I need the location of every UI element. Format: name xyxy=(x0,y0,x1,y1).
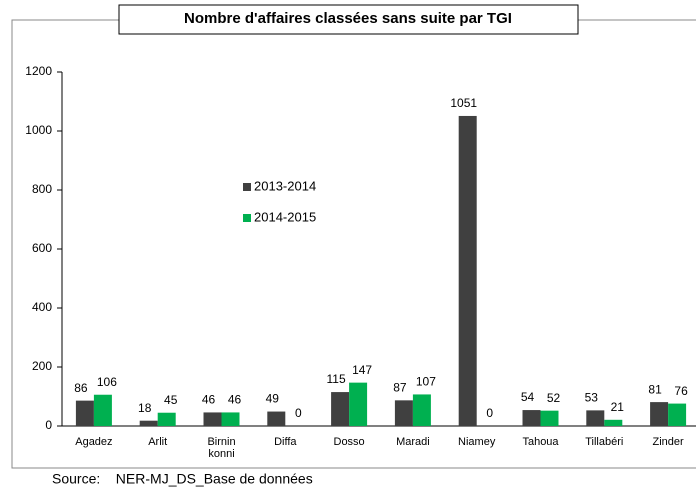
x-tick-label: Tillabéri xyxy=(585,436,624,448)
data-label: 45 xyxy=(164,393,178,407)
data-label: 107 xyxy=(416,375,436,389)
data-label: 21 xyxy=(611,400,625,414)
x-tick-label: Agadez xyxy=(75,436,113,448)
bar xyxy=(157,412,176,426)
legend-label: 2014-2015 xyxy=(254,209,316,224)
bar xyxy=(203,412,222,426)
chart-title: Nombre d'affaires classées sans suite pa… xyxy=(184,10,512,27)
legend-swatch xyxy=(243,183,251,191)
bar xyxy=(540,410,559,426)
y-tick-label: 400 xyxy=(32,300,52,314)
bar xyxy=(458,115,477,426)
x-tick-label: Diffa xyxy=(274,436,297,448)
legend-swatch xyxy=(243,214,251,222)
data-label: 115 xyxy=(327,372,346,386)
bar xyxy=(349,382,368,426)
bar xyxy=(412,394,431,426)
x-tick-label: Dosso xyxy=(333,436,365,448)
bar xyxy=(331,392,350,426)
bar xyxy=(139,420,158,426)
bar xyxy=(522,410,541,426)
x-tick-label: Arlit xyxy=(148,436,168,448)
x-tick-label: Zinder xyxy=(652,436,684,448)
data-label: 49 xyxy=(266,392,280,406)
bar xyxy=(93,394,112,426)
data-label: 86 xyxy=(74,381,88,395)
bar xyxy=(221,412,240,426)
data-label: 106 xyxy=(97,375,117,389)
y-tick-label: 1200 xyxy=(25,64,52,78)
bar xyxy=(650,402,669,426)
x-tick-label: Tahoua xyxy=(522,436,559,448)
data-label: 53 xyxy=(585,391,599,405)
data-label: 0 xyxy=(486,406,493,420)
data-label: 18 xyxy=(138,401,152,415)
bar xyxy=(267,411,286,426)
bar xyxy=(394,400,413,426)
bar xyxy=(586,410,605,426)
data-label: 76 xyxy=(674,384,688,398)
x-tick-label: Niamey xyxy=(458,436,496,448)
data-label: 0 xyxy=(295,406,302,420)
title-box xyxy=(118,4,579,35)
x-tick-label: Birnin konni xyxy=(207,436,236,460)
data-label: 1051 xyxy=(450,96,477,110)
data-label: 46 xyxy=(202,393,216,407)
y-tick-label: 0 xyxy=(45,418,52,432)
y-tick-label: 800 xyxy=(32,182,52,196)
y-tick-label: 600 xyxy=(32,241,52,255)
data-label: 54 xyxy=(521,390,535,404)
bar xyxy=(668,403,687,426)
y-tick-label: 1000 xyxy=(25,123,52,137)
data-label: 52 xyxy=(547,391,561,405)
data-label: 147 xyxy=(352,363,372,377)
bar xyxy=(75,400,94,426)
data-label: 87 xyxy=(393,381,407,395)
bar xyxy=(604,419,623,426)
data-label: 46 xyxy=(228,393,242,407)
x-tick-label: Maradi xyxy=(396,436,430,448)
data-label: 81 xyxy=(648,382,662,396)
source: Source: NER-MJ_DS_Base de données xyxy=(52,471,313,487)
y-tick-label: 200 xyxy=(32,359,52,373)
legend-label: 2013-2014 xyxy=(254,178,316,193)
